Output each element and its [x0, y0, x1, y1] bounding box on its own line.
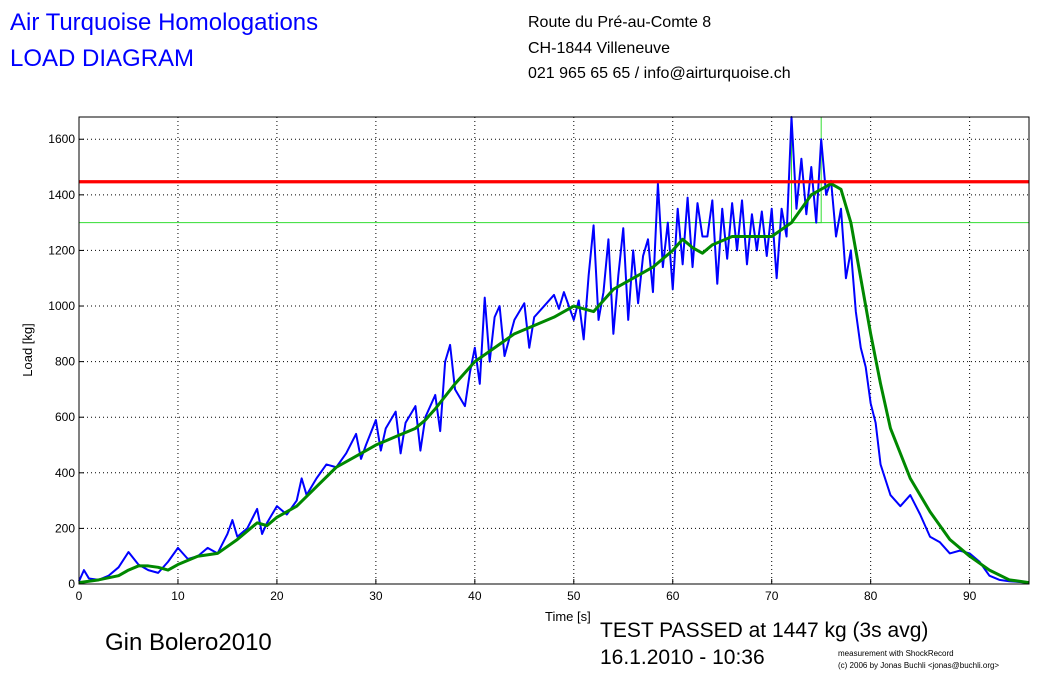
credit: measurement with ShockRecord — [838, 649, 954, 658]
y-tick-label: 1200 — [48, 243, 75, 257]
y-tick-label: 1400 — [48, 188, 75, 202]
y-tick-label: 800 — [55, 355, 75, 369]
plot-frame — [78, 116, 1030, 585]
address-line: Route du Pré-au-Comte 8 — [528, 14, 711, 31]
y-tick-label: 1000 — [48, 299, 75, 313]
x-tick-label: 40 — [468, 589, 482, 603]
x-axis-label: Time [s] — [545, 609, 591, 624]
x-tick-label: 90 — [963, 589, 977, 603]
chart-subtitle: LOAD DIAGRAM — [10, 45, 194, 72]
y-tick-label: 1600 — [48, 132, 75, 146]
plot-area — [79, 117, 1029, 584]
date: 16.1.2010 - 10:36 — [600, 646, 765, 669]
y-tick-label: 600 — [55, 410, 75, 424]
x-tick-label: 20 — [270, 589, 284, 603]
y-tick-label: 400 — [55, 466, 75, 480]
address-line: CH-1844 Villeneuve — [528, 40, 670, 57]
x-tick-label: 30 — [369, 589, 383, 603]
y-axis-label: Load [kg] — [20, 323, 35, 377]
result: TEST PASSED at 1447 kg (3s avg) — [600, 619, 928, 642]
series-line — [78, 116, 1030, 584]
x-tick-label: 60 — [666, 589, 680, 603]
chart-title: Air Turquoise Homologations — [10, 9, 318, 36]
y-tick-label: 0 — [68, 577, 75, 591]
glider-name: Gin Bolero2010 — [105, 629, 272, 656]
x-tick-label: 70 — [765, 589, 779, 603]
series-line — [78, 182, 1030, 585]
y-tick-label: 200 — [55, 521, 75, 535]
x-tick-label: 10 — [171, 589, 185, 603]
credit: (c) 2006 by Jonas Buchli <jonas@buchli.o… — [838, 661, 999, 670]
x-tick-label: 0 — [76, 589, 83, 603]
x-tick-label: 50 — [567, 589, 581, 603]
x-tick-label: 80 — [864, 589, 878, 603]
address-line: 021 965 65 65 / info@airturquoise.ch — [528, 65, 791, 82]
